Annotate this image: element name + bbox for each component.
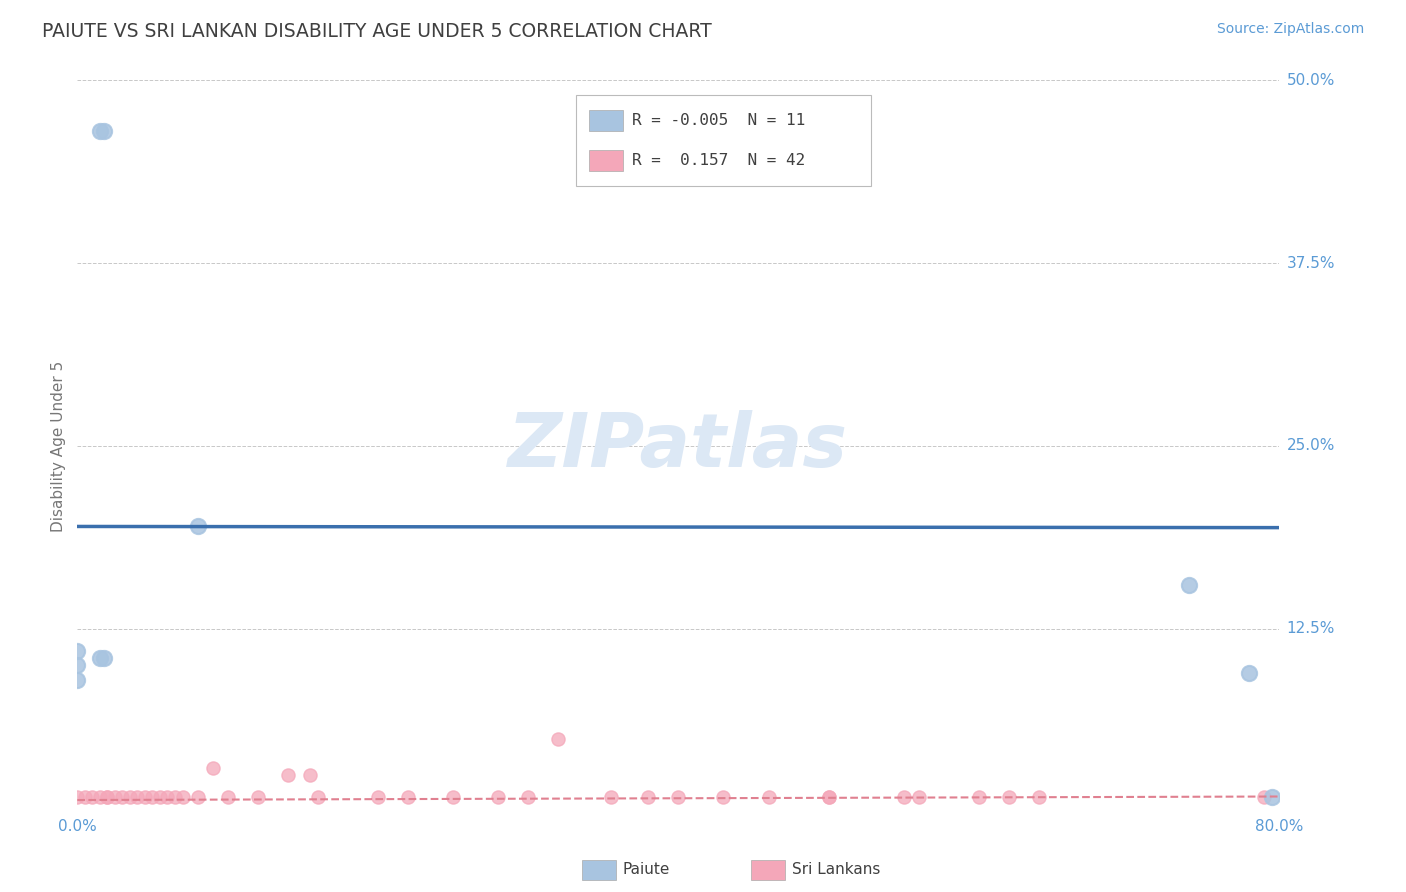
Point — [599, 790, 621, 805]
Point — [1239, 665, 1261, 680]
Point — [93, 651, 115, 665]
Point — [186, 519, 209, 533]
Text: Sri Lankans: Sri Lankans — [792, 863, 880, 877]
Point — [149, 790, 172, 805]
Point — [89, 790, 111, 805]
Point — [156, 790, 179, 805]
Text: R =  0.157  N = 42: R = 0.157 N = 42 — [633, 153, 806, 169]
Point — [396, 790, 419, 805]
Point — [547, 731, 569, 746]
Point — [817, 790, 839, 805]
Text: PAIUTE VS SRI LANKAN DISABILITY AGE UNDER 5 CORRELATION CHART: PAIUTE VS SRI LANKAN DISABILITY AGE UNDE… — [42, 22, 711, 41]
Point — [1253, 790, 1275, 805]
Point — [141, 790, 163, 805]
Point — [217, 790, 239, 805]
Point — [299, 768, 322, 782]
Y-axis label: Disability Age Under 5: Disability Age Under 5 — [51, 360, 66, 532]
Point — [66, 673, 89, 687]
Point — [134, 790, 156, 805]
Point — [1028, 790, 1050, 805]
Point — [1178, 578, 1201, 592]
Point — [66, 658, 89, 673]
Point — [201, 761, 224, 775]
Point — [668, 790, 690, 805]
Point — [307, 790, 329, 805]
Point — [93, 124, 115, 138]
Point — [66, 644, 89, 658]
Point — [82, 790, 104, 805]
Point — [277, 768, 299, 782]
Point — [637, 790, 659, 805]
Point — [89, 124, 111, 138]
Point — [104, 790, 127, 805]
Point — [111, 790, 134, 805]
Text: Source: ZipAtlas.com: Source: ZipAtlas.com — [1216, 22, 1364, 37]
Point — [758, 790, 780, 805]
Point — [713, 790, 735, 805]
Point — [441, 790, 464, 805]
Point — [96, 790, 118, 805]
Point — [163, 790, 186, 805]
Point — [1261, 790, 1284, 805]
Point — [96, 790, 118, 805]
Point — [186, 790, 209, 805]
Point — [89, 651, 111, 665]
Text: Paiute: Paiute — [623, 863, 671, 877]
Text: R = -0.005  N = 11: R = -0.005 N = 11 — [633, 113, 806, 128]
Text: 37.5%: 37.5% — [1286, 256, 1334, 270]
Text: 25.0%: 25.0% — [1286, 439, 1334, 453]
Point — [118, 790, 141, 805]
Point — [517, 790, 540, 805]
Point — [246, 790, 269, 805]
Point — [908, 790, 931, 805]
Point — [893, 790, 915, 805]
Point — [967, 790, 990, 805]
Point — [127, 790, 149, 805]
Text: ZIPatlas: ZIPatlas — [509, 409, 848, 483]
Point — [172, 790, 194, 805]
Point — [73, 790, 96, 805]
Text: 12.5%: 12.5% — [1286, 622, 1334, 636]
Text: 50.0%: 50.0% — [1286, 73, 1334, 87]
Point — [486, 790, 509, 805]
Point — [817, 790, 839, 805]
Point — [998, 790, 1021, 805]
Point — [66, 790, 89, 805]
Point — [367, 790, 389, 805]
